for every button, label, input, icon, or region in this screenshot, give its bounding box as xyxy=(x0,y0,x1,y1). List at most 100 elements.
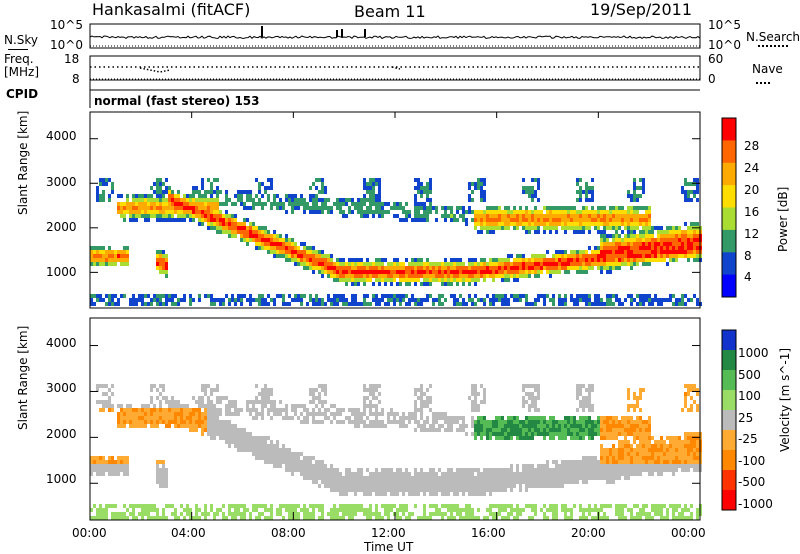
velocity-cell xyxy=(228,408,231,412)
velocity-cell xyxy=(426,484,429,488)
velocity-cell xyxy=(447,492,450,496)
velocity-cell xyxy=(381,492,384,496)
velocity-cell xyxy=(162,412,165,416)
velocity-cell xyxy=(540,428,543,432)
power-cell xyxy=(639,250,642,254)
velocity-cell xyxy=(267,388,270,392)
velocity-cell xyxy=(456,488,459,492)
velocity-cell xyxy=(207,400,210,404)
velocity-cell xyxy=(399,416,402,420)
velocity-cell xyxy=(447,504,450,508)
power-cell xyxy=(606,238,609,242)
power-cell xyxy=(381,294,384,298)
velocity-cell xyxy=(501,416,504,420)
power-cell xyxy=(264,242,267,246)
velocity-cell xyxy=(354,484,357,488)
power-cell xyxy=(675,258,678,262)
power-cell xyxy=(96,198,99,202)
velocity-cell xyxy=(582,396,585,400)
power-cell xyxy=(408,278,411,282)
power-cell xyxy=(357,274,360,278)
power-cell xyxy=(558,270,561,274)
power-cell xyxy=(189,302,192,306)
power-cell xyxy=(201,182,204,186)
power-cell xyxy=(447,266,450,270)
velocity-cell xyxy=(252,408,255,412)
velocity-cell xyxy=(189,408,192,412)
power-cell xyxy=(459,302,462,306)
power-cell xyxy=(657,254,660,258)
velocity-cell xyxy=(483,392,486,396)
power-cell xyxy=(537,210,540,214)
power-cell xyxy=(429,266,432,270)
velocity-cell xyxy=(588,424,591,428)
velocity-cell xyxy=(522,404,525,408)
power-cell xyxy=(312,298,315,302)
velocity-cell xyxy=(501,488,504,492)
power-cell xyxy=(501,294,504,298)
power-cell xyxy=(360,278,363,282)
freq-dip-1 xyxy=(139,67,171,73)
power-cell xyxy=(663,242,666,246)
power-cell xyxy=(450,214,453,218)
velocity-cell xyxy=(471,400,474,404)
velocity-cell xyxy=(276,460,279,464)
velocity-cell xyxy=(312,388,315,392)
power-cell xyxy=(246,226,249,230)
power-cell xyxy=(486,210,489,214)
power-cell xyxy=(246,194,249,198)
power-cell xyxy=(144,194,147,198)
power-cell xyxy=(687,190,690,194)
velocity-cell xyxy=(597,432,600,436)
power-cell xyxy=(570,262,573,266)
power-cell xyxy=(519,214,522,218)
velocity-cell xyxy=(387,480,390,484)
power-cell xyxy=(297,254,300,258)
power-cell xyxy=(579,266,582,270)
power-cell xyxy=(615,262,618,266)
velocity-cell xyxy=(600,456,603,460)
power-cell xyxy=(462,266,465,270)
power-cell xyxy=(240,302,243,306)
power-cell xyxy=(546,214,549,218)
velocity-cell xyxy=(282,516,285,520)
velocity-cell xyxy=(414,480,417,484)
velocity-cell xyxy=(510,436,513,440)
velocity-cell xyxy=(318,484,321,488)
velocity-cell xyxy=(312,480,315,484)
power-cell xyxy=(609,246,612,250)
power-cell xyxy=(96,262,99,266)
power-cell xyxy=(426,190,429,194)
velocity-cell xyxy=(438,484,441,488)
velocity-cell xyxy=(159,412,162,416)
power-cell xyxy=(603,302,606,306)
power-cell xyxy=(615,298,618,302)
power-cell xyxy=(552,226,555,230)
velocity-cell xyxy=(366,416,369,420)
velocity-cell xyxy=(114,468,117,472)
power-cell xyxy=(525,270,528,274)
velocity-cell xyxy=(405,472,408,476)
velocity-cell xyxy=(351,476,354,480)
velocity-cell xyxy=(333,488,336,492)
velocity-cell xyxy=(534,484,537,488)
velocity-cell xyxy=(591,516,594,520)
power-cell xyxy=(321,186,324,190)
power-cell xyxy=(354,274,357,278)
power-cell xyxy=(528,214,531,218)
power-cell xyxy=(366,182,369,186)
power-cell xyxy=(522,258,525,262)
velocity-cell xyxy=(483,420,486,424)
power-cell xyxy=(273,254,276,258)
velocity-cell xyxy=(483,400,486,404)
power-cell xyxy=(489,262,492,266)
velocity-cell xyxy=(579,472,582,476)
power-cell xyxy=(129,302,132,306)
power-cell xyxy=(288,294,291,298)
power-cell xyxy=(375,298,378,302)
velocity-cell xyxy=(105,508,108,512)
velocity-cell xyxy=(606,448,609,452)
velocity-cell xyxy=(339,480,342,484)
velocity-cell xyxy=(516,476,519,480)
power-cell xyxy=(579,294,582,298)
